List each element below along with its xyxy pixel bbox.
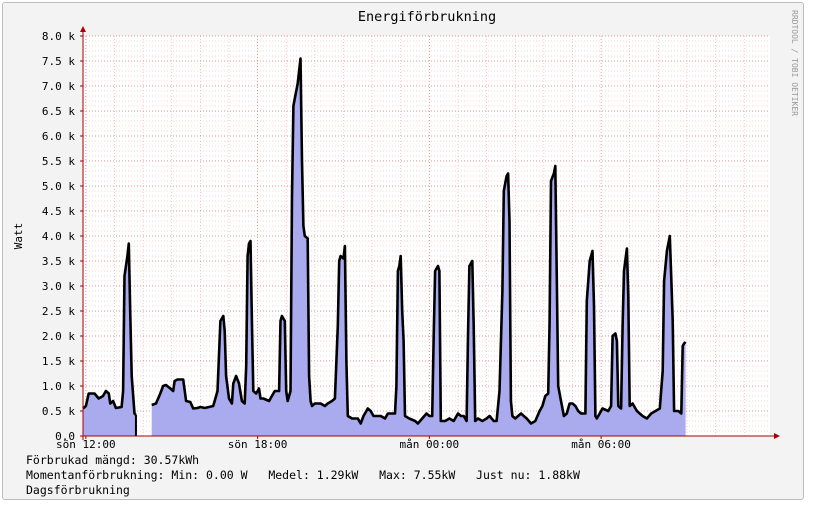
y-tick-label: 6.0 k xyxy=(42,130,75,143)
y-axis-label: Watt xyxy=(12,223,25,250)
y-axis-arrow xyxy=(80,26,86,32)
y-tick-label: 0.0 xyxy=(55,430,75,443)
series-layer xyxy=(82,57,687,436)
y-tick-label: 6.5 k xyxy=(42,105,75,118)
y-tick-labels: 0.0 0.5 k 1.0 k 1.5 k 2.0 k 2.5 k 3.0 k 3.5 k 4.… xyxy=(42,30,75,443)
y-tick-label: 3.0 k xyxy=(42,280,75,293)
series-line xyxy=(151,57,687,425)
x-tick-labels: sön 12:00 sön 18:00 mån 00:00 mån 06:00 xyxy=(56,438,631,451)
series-area xyxy=(83,243,136,436)
minor-gridlines-y xyxy=(83,40,770,432)
power-stats: Momentanförbrukning: Min: 0.00 W Medel: … xyxy=(26,468,580,482)
y-tick-label: 7.5 k xyxy=(42,55,75,68)
y-tick-label: 3.5 k xyxy=(42,255,75,268)
daily-consumption-legend: Dagsförbrukning xyxy=(26,483,130,497)
y-tick-label: 5.5 k xyxy=(42,155,75,168)
y-tick-label: 2.0 k xyxy=(42,330,75,343)
total-consumption: Förbrukad mängd: 30.57kWh xyxy=(26,453,200,467)
y-tick-label: 7.0 k xyxy=(42,80,75,93)
y-tick-label: 5.0 k xyxy=(42,180,75,193)
y-tick-label: 4.0 k xyxy=(42,230,75,243)
x-axis-arrow xyxy=(774,433,780,439)
axes xyxy=(80,26,780,440)
chart-title: Energiförbrukning xyxy=(358,9,496,25)
y-tick-label: 1.0 k xyxy=(42,380,75,393)
x-tick-label: mån 00:00 xyxy=(400,438,460,451)
series-line xyxy=(82,242,137,416)
x-tick-label: mån 06:00 xyxy=(571,438,631,451)
y-tick-label: 2.5 k xyxy=(42,305,75,318)
y-tick-label: 8.0 k xyxy=(42,30,75,43)
y-tick-label: 0.5 k xyxy=(42,405,75,418)
y-tick-label: 4.5 k xyxy=(42,205,75,218)
minor-gridlines-x xyxy=(114,36,745,436)
x-tick-label: sön 18:00 xyxy=(228,438,288,451)
x-tick-label: sön 12:00 xyxy=(56,438,116,451)
y-tick-label: 1.5 k xyxy=(42,355,75,368)
rrdtool-watermark: RRDTOOL / TOBI OETIKER xyxy=(790,10,799,116)
